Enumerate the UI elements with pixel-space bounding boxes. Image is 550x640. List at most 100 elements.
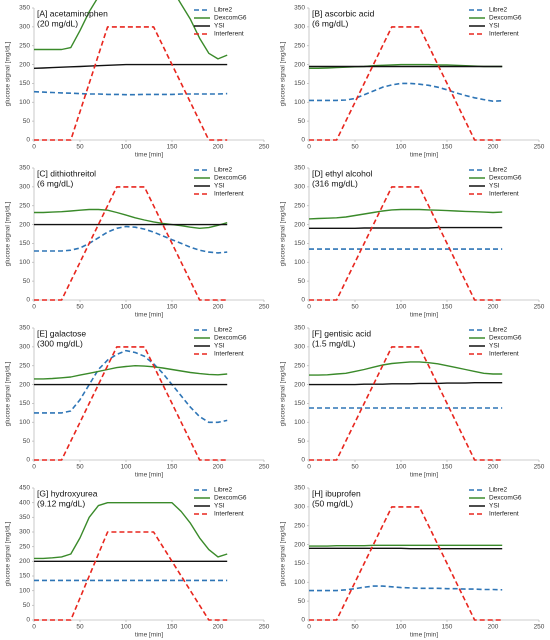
legend-label: DexcomG6 [214, 175, 247, 182]
x-axis-label: time [min] [410, 472, 438, 479]
x-tick-label: 50 [76, 464, 84, 471]
series-line [309, 585, 503, 592]
x-tick-label: 0 [32, 624, 36, 631]
x-tick-label: 50 [351, 624, 359, 631]
y-tick-label: 150 [19, 240, 30, 247]
x-tick-label: 150 [167, 304, 178, 311]
series-line [33, 90, 228, 96]
x-tick-label: 200 [213, 144, 224, 151]
y-tick-label: 150 [19, 573, 30, 580]
y-tick-label: 150 [294, 560, 305, 567]
y-tick-label: 100 [294, 99, 305, 106]
x-axis-label: time [min] [135, 152, 163, 159]
x-tick-label: 0 [307, 464, 311, 471]
y-tick-label: 0 [301, 297, 305, 304]
x-tick-label: 50 [76, 304, 84, 311]
x-tick-label: 250 [534, 304, 545, 311]
x-tick-label: 250 [259, 464, 270, 471]
x-tick-label: 50 [76, 624, 84, 631]
x-tick-label: 100 [121, 304, 132, 311]
x-tick-label: 150 [442, 144, 453, 151]
legend-label: YSI [214, 343, 225, 350]
series-line [309, 361, 503, 376]
series-line [34, 349, 228, 424]
legend-label: YSI [489, 23, 500, 30]
y-tick-label: 350 [19, 5, 30, 12]
series-line [308, 208, 503, 220]
panel: 0 50 100 150 200 250 300 350 0 50 100 150 200 250 time… [280, 485, 545, 639]
y-tick-label: 250 [294, 202, 305, 209]
x-tick-label: 250 [534, 624, 545, 631]
panel-subtitle: (316 mg/dL) [312, 178, 358, 188]
x-tick-label: 100 [121, 624, 132, 631]
x-tick-label: 0 [307, 144, 311, 151]
panel-subtitle: (6 mg/dL) [37, 178, 74, 188]
series-line [309, 82, 503, 102]
y-tick-label: 150 [294, 240, 305, 247]
x-tick-label: 100 [396, 304, 407, 311]
y-tick-label: 0 [26, 457, 30, 464]
x-tick-label: 200 [488, 624, 499, 631]
legend-label: Libre2 [489, 167, 507, 174]
panel: 0 50 100 150 200 250 300 350 0 50 100 150 200 250 time… [5, 165, 270, 319]
legend-label: DexcomG6 [489, 175, 522, 182]
y-tick-label: 0 [301, 457, 305, 464]
x-axis-label: time [min] [410, 632, 438, 639]
y-tick-label: 200 [294, 61, 305, 68]
x-tick-label: 50 [351, 464, 359, 471]
x-tick-label: 100 [121, 144, 132, 151]
y-tick-label: 100 [19, 419, 30, 426]
y-axis-label: glucose signal [mg/dL] [5, 201, 12, 266]
series-line [34, 225, 228, 254]
y-tick-label: 350 [294, 5, 305, 12]
panel: 0 50 100 150 200 250 300 350 400 450 0 50 100 150 200 2… [5, 485, 270, 639]
legend-label: DexcomG6 [489, 335, 522, 342]
y-tick-label: 350 [294, 165, 305, 172]
x-tick-label: 100 [121, 464, 132, 471]
y-axis-label: glucose signal [mg/dL] [280, 41, 287, 106]
y-tick-label: 250 [19, 42, 30, 49]
panel-title: [F] gentisic acid [312, 328, 371, 338]
x-tick-label: 150 [442, 464, 453, 471]
y-tick-label: 300 [294, 24, 305, 31]
y-tick-label: 300 [19, 529, 30, 536]
legend-label: Interferent [489, 191, 519, 198]
y-tick-label: 0 [26, 137, 30, 144]
y-tick-label: 250 [19, 202, 30, 209]
panel-subtitle: (20 mg/dL) [37, 18, 78, 28]
panel-title: [H] ibuprofen [312, 488, 361, 498]
y-tick-label: 300 [19, 184, 30, 191]
y-tick-label: 100 [294, 579, 305, 586]
y-tick-label: 350 [19, 325, 30, 332]
legend-label: Interferent [214, 511, 244, 518]
x-tick-label: 100 [396, 624, 407, 631]
series-line [34, 208, 228, 229]
y-tick-label: 50 [298, 278, 306, 285]
y-tick-label: 250 [19, 362, 30, 369]
y-tick-label: 150 [294, 400, 305, 407]
x-axis-label: time [min] [135, 312, 163, 319]
x-tick-label: 200 [488, 464, 499, 471]
series-line [34, 531, 228, 621]
y-tick-label: 350 [19, 165, 30, 172]
legend-label: YSI [214, 503, 225, 510]
series-line [309, 346, 503, 461]
panel-title: [C] dithiothreitol [37, 168, 96, 178]
x-tick-label: 250 [259, 144, 270, 151]
y-tick-label: 350 [294, 485, 305, 492]
legend-label: Libre2 [489, 327, 507, 334]
y-tick-label: 250 [294, 362, 305, 369]
legend-label: Libre2 [214, 167, 232, 174]
y-tick-label: 50 [23, 278, 31, 285]
legend-label: YSI [489, 503, 500, 510]
y-tick-label: 200 [294, 381, 305, 388]
series-line [34, 186, 228, 301]
x-tick-label: 200 [213, 304, 224, 311]
panel: 0 50 100 150 200 250 300 350 0 50 100 150 200 250 time… [5, 325, 270, 479]
legend-label: Interferent [489, 351, 519, 358]
y-tick-label: 100 [19, 99, 30, 106]
x-tick-label: 200 [488, 304, 499, 311]
panel-subtitle: (6 mg/dL) [312, 18, 349, 28]
legend-label: DexcomG6 [214, 495, 247, 502]
y-tick-label: 200 [294, 541, 305, 548]
